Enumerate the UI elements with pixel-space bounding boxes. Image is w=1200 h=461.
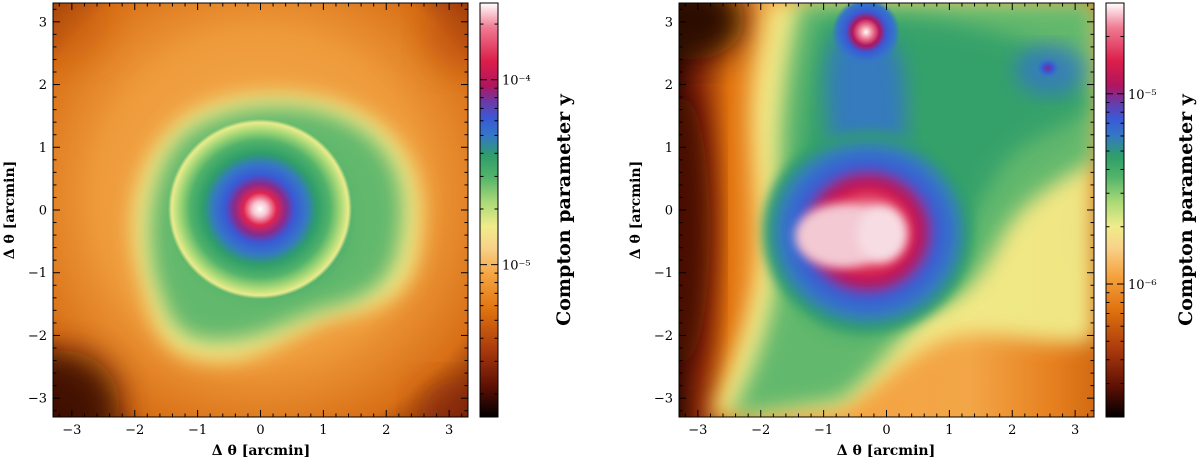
y-tick-label: −3 [654,392,673,407]
x-tick-label: 1 [319,423,327,438]
colorbar-tick-label: 10⁻⁵ [1128,88,1157,103]
y-tick-label: −2 [28,329,47,344]
left-ticks: −3 −2 −1 0 1 2 3 −3 −2 −1 0 1 2 3 [28,3,468,438]
x-tick-label: −1 [814,423,833,438]
right-colorbar-ticks: 10⁻⁶ 10⁻⁵ [1106,36,1157,418]
right-colorbar-label: Compton parameter y [1175,93,1197,326]
y-tick-label: 0 [665,204,673,219]
right-xlabel: Δ θ [arcmin] [837,443,935,459]
right-heatmap [679,3,1094,417]
left-colorbar-label: Compton parameter y [553,93,575,326]
y-tick-label: 3 [39,15,47,30]
x-tick-label: 0 [256,423,264,438]
y-tick-label: 0 [39,204,47,219]
y-tick-label: 1 [39,141,47,156]
x-tick-label: 0 [882,423,890,438]
left-ylabel: Δ θ [arcmin] [2,161,18,259]
x-tick-label: −1 [188,423,207,438]
colorbar-tick-label: 10⁻⁴ [502,74,531,89]
x-tick-label: 3 [445,423,453,438]
x-tick-label: 2 [382,423,390,438]
left-panel: −3 −2 −1 0 1 2 3 −3 −2 −1 0 1 2 3 Δ θ [arcmin] Δ θ [a… [2,2,575,459]
colorbar-tick-label: 10⁻⁵ [502,259,531,274]
x-tick-label: 2 [1008,423,1016,438]
right-ticks: −3 −2 −1 0 1 2 3 −3 −2 −1 0 1 2 3 [654,3,1094,438]
y-tick-label: −3 [28,392,47,407]
y-tick-label: 1 [665,141,673,156]
right-ylabel: Δ θ [arcmin] [628,161,644,259]
colorbar-tick-label: 10⁻⁶ [1128,278,1157,293]
right-panel: −3 −2 −1 0 1 2 3 −3 −2 −1 0 1 2 3 Δ θ [arcmin] Δ θ [a… [628,2,1197,459]
x-tick-label: −2 [751,423,770,438]
y-tick-label: 2 [39,78,47,93]
left-heatmap [53,3,468,417]
x-tick-label: 1 [945,423,953,438]
y-tick-label: −1 [654,266,673,281]
y-tick-label: 3 [665,15,673,30]
left-colorbar [480,3,498,417]
x-tick-label: −3 [62,423,81,438]
right-colorbar [1106,3,1124,417]
left-xlabel: Δ θ [arcmin] [212,443,310,459]
y-tick-label: −2 [654,329,673,344]
x-tick-label: −3 [688,423,707,438]
y-tick-label: 2 [665,78,673,93]
left-colorbar-ticks: 10⁻⁵ 10⁻⁴ [480,23,531,395]
x-tick-label: 3 [1071,423,1079,438]
y-tick-label: −1 [28,266,47,281]
x-tick-label: −2 [125,423,144,438]
